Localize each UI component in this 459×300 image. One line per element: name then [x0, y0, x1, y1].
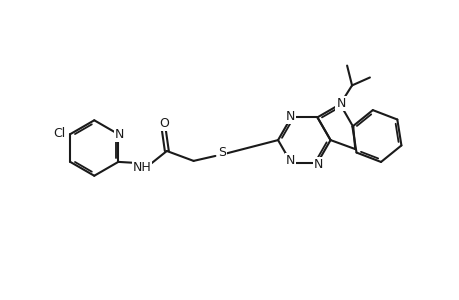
Text: N: N: [285, 154, 294, 167]
Text: O: O: [158, 117, 168, 130]
Text: N: N: [313, 158, 322, 171]
Text: Cl: Cl: [53, 127, 65, 140]
Text: N: N: [114, 128, 124, 141]
Text: N: N: [336, 97, 345, 110]
Text: NH: NH: [132, 161, 151, 174]
Text: S: S: [218, 146, 226, 160]
Text: N: N: [285, 110, 294, 123]
